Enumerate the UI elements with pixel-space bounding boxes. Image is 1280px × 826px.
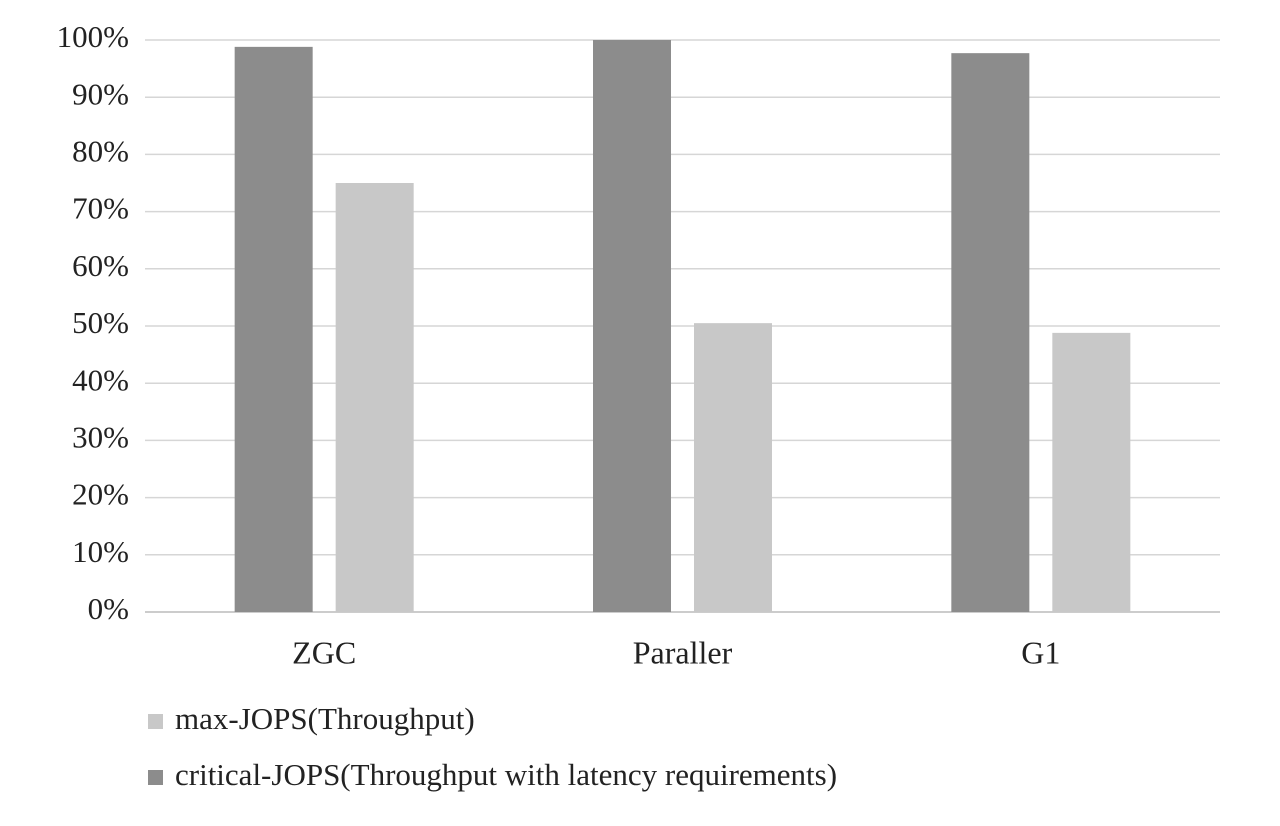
x-tick-label: G1 [1021, 634, 1060, 670]
y-tick-label: 100% [57, 19, 129, 54]
y-tick-label: 40% [72, 362, 129, 397]
y-tick-label: 80% [72, 134, 129, 169]
y-tick-label: 20% [72, 477, 129, 512]
y-tick-label: 10% [72, 534, 129, 569]
y-tick-label: 0% [88, 591, 129, 626]
legend-swatch [148, 770, 163, 785]
bar [335, 183, 414, 612]
y-tick-label: 70% [72, 191, 129, 226]
legend-label: max-JOPS(Throughput) [175, 701, 475, 736]
x-tick-label: Paraller [633, 634, 733, 670]
x-tick-label: ZGC [292, 634, 356, 670]
bar [694, 323, 772, 612]
y-tick-label: 50% [72, 305, 129, 340]
legend-label: critical-JOPS(Throughput with latency re… [175, 757, 837, 792]
legend-swatch [148, 714, 163, 729]
y-tick-label: 60% [72, 248, 129, 283]
bar [951, 53, 1030, 612]
y-tick-label: 30% [72, 420, 129, 455]
y-tick-label: 90% [72, 76, 129, 111]
bar [1052, 332, 1131, 612]
bar [593, 40, 671, 612]
bar [234, 46, 313, 612]
